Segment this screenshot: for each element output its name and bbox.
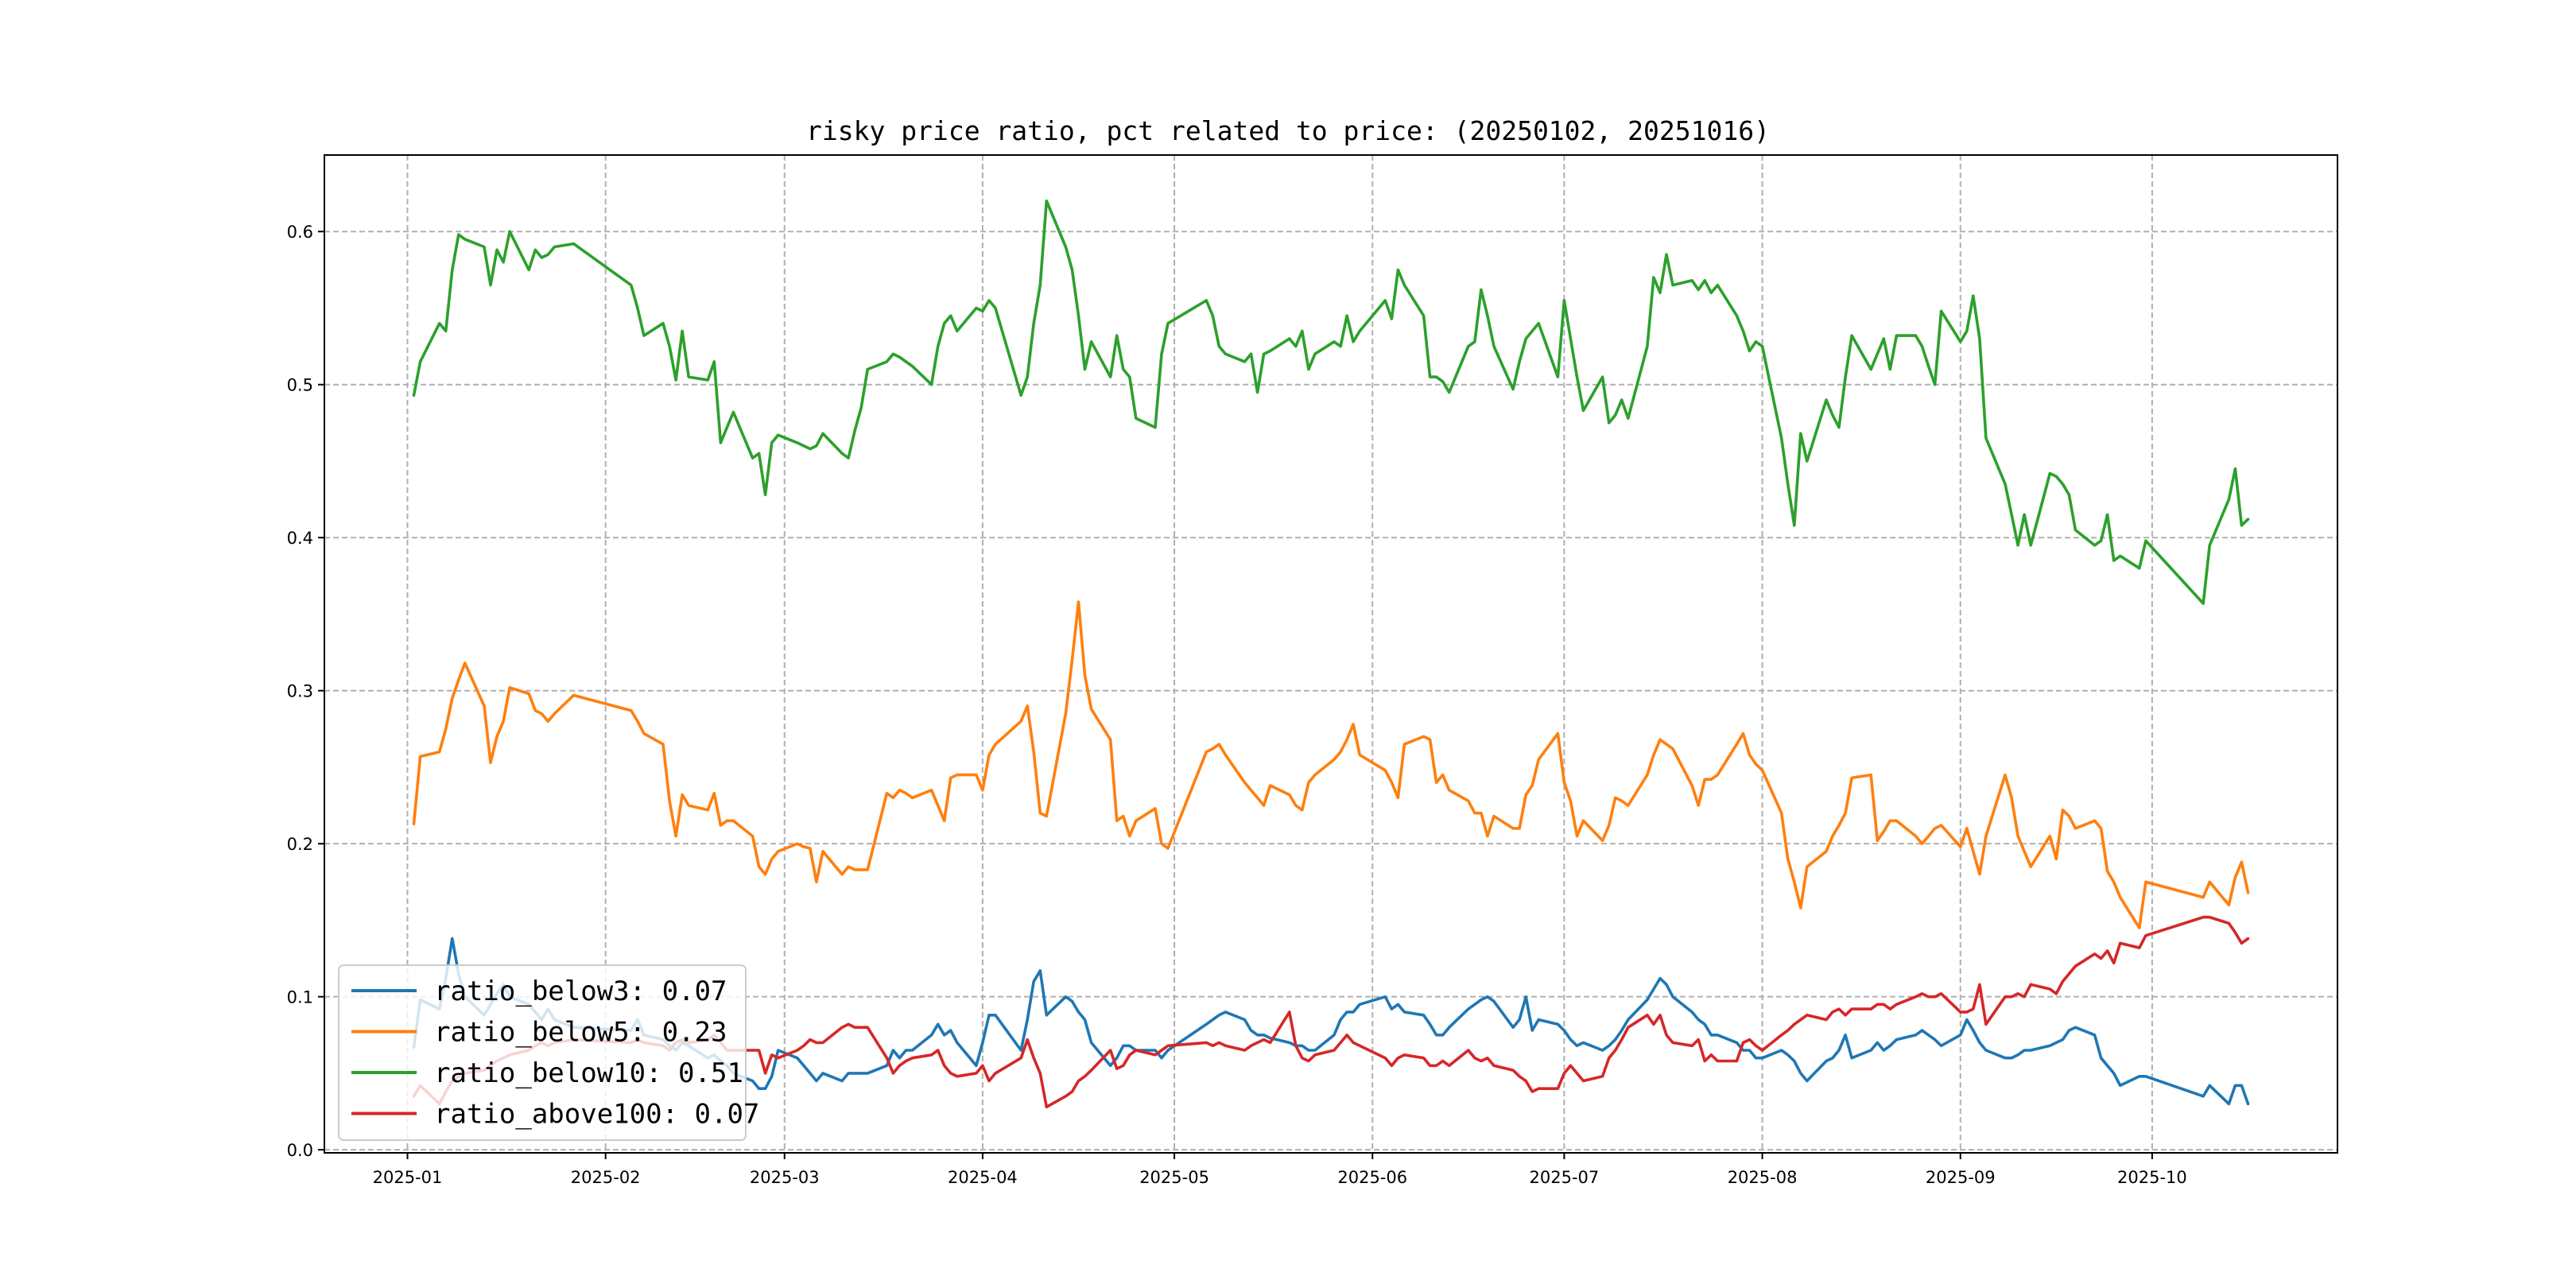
x-tick-label: 2025-03 xyxy=(750,1168,820,1187)
y-tick-label: 0.4 xyxy=(287,529,313,548)
axes-frame xyxy=(324,154,2338,1154)
y-tick-label: 0.0 xyxy=(287,1141,313,1160)
x-tick-label: 2025-07 xyxy=(1530,1168,1600,1187)
series-line-ratio-above100 xyxy=(412,915,2250,1109)
chart-title: risky price ratio, pct related to price:… xyxy=(806,115,1770,146)
series-line-ratio-below10 xyxy=(412,199,2250,605)
series-line-ratio-below5 xyxy=(412,600,2250,929)
x-tick-label: 2025-02 xyxy=(571,1168,641,1187)
y-tick-label: 0.3 xyxy=(287,682,313,701)
x-tick-label: 2025-04 xyxy=(948,1168,1018,1187)
y-tick-label: 0.2 xyxy=(287,835,313,854)
grid xyxy=(324,155,2337,1153)
x-tick-label: 2025-01 xyxy=(373,1168,443,1187)
x-tick-label: 2025-06 xyxy=(1337,1168,1407,1187)
x-tick-label: 2025-10 xyxy=(2117,1168,2187,1187)
y-tick-label: 0.6 xyxy=(287,223,313,242)
x-tick-label: 2025-05 xyxy=(1139,1168,1209,1187)
series-lines xyxy=(412,199,2250,1109)
legend: ratio_below3: 0.07 ratio_below5: 0.23 rati… xyxy=(338,964,759,1141)
series-line-ratio-below3 xyxy=(412,937,2250,1106)
y-tick-label: 0.1 xyxy=(287,988,313,1007)
x-tick-label: 2025-08 xyxy=(1728,1168,1798,1187)
axis-ticks: 2025-01 2025-02 2025-03 2025-04 2025-05 2025-… xyxy=(287,223,2187,1187)
legend-label: ratio_below10: 0.51 xyxy=(434,1057,743,1089)
legend-label: ratio_below5: 0.23 xyxy=(434,1017,727,1049)
x-tick-label: 2025-09 xyxy=(1926,1168,1996,1187)
legend-label: ratio_above100: 0.07 xyxy=(434,1099,759,1131)
legend-box xyxy=(338,964,747,1141)
y-tick-label: 0.5 xyxy=(287,376,313,395)
legend-label: ratio_below3: 0.07 xyxy=(434,976,727,1007)
